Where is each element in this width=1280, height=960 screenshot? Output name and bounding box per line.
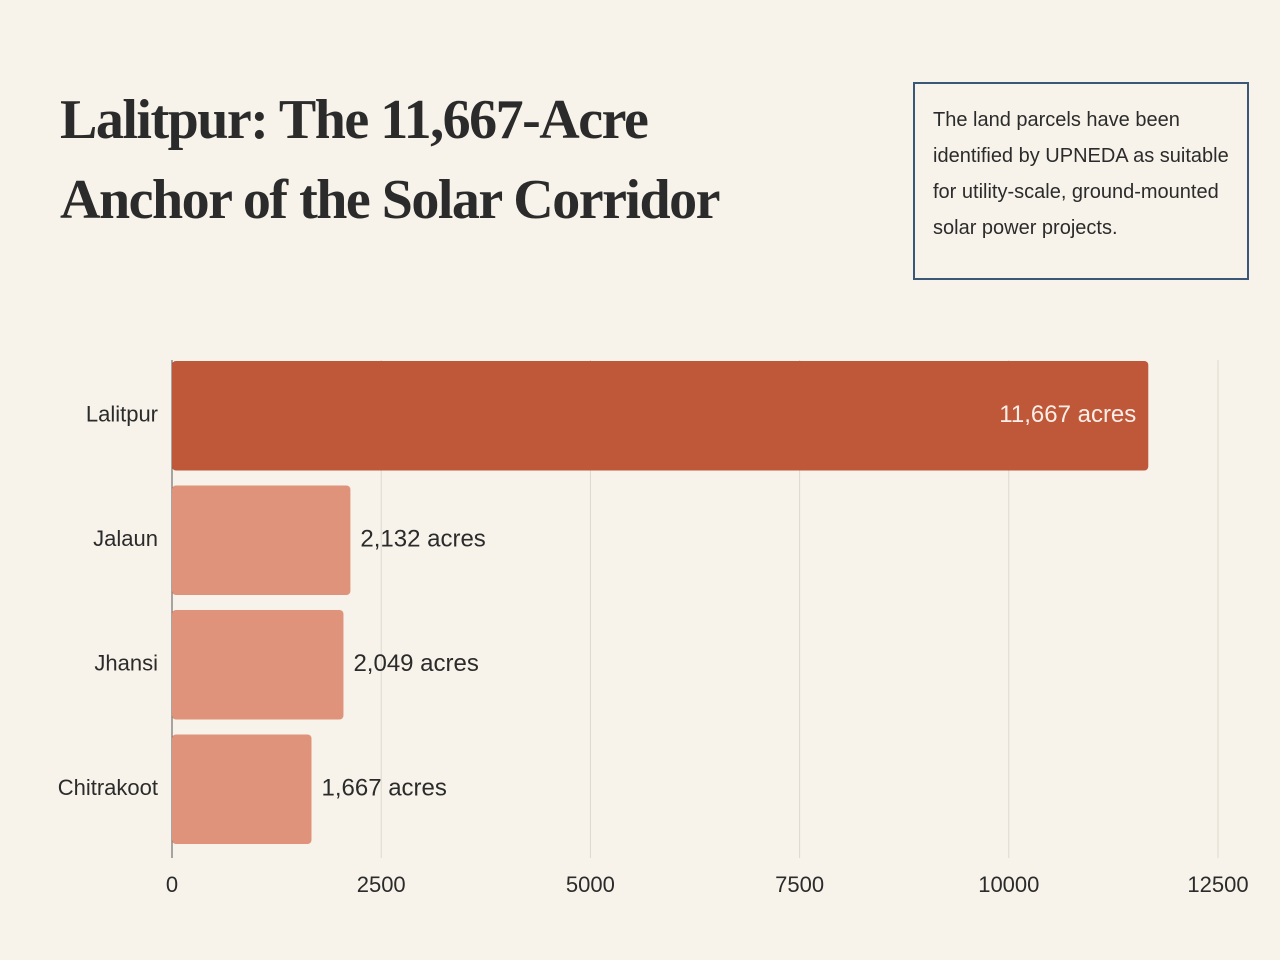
bar (172, 485, 351, 595)
x-tick-label: 0 (166, 872, 178, 897)
x-tick-label: 10000 (978, 872, 1039, 897)
x-tick-label: 12500 (1187, 872, 1248, 897)
value-label: 11,667 acres (999, 401, 1136, 428)
y-tick-label: Chitrakoot (58, 775, 158, 800)
y-tick-label: Jalaun (93, 526, 158, 551)
chart-title: Lalitpur: The 11,667-Acre Anchor of the … (60, 89, 720, 231)
x-tick-label: 2500 (357, 872, 406, 897)
bar (172, 610, 344, 720)
annotation: The land parcels have been identified by… (913, 82, 1249, 280)
bar (172, 734, 312, 844)
x-tick-label: 5000 (566, 872, 615, 897)
y-tick-label: Jhansi (94, 651, 158, 676)
x-tick-label: 7500 (775, 872, 824, 897)
value-label: 2,132 acres (360, 526, 485, 553)
bar (172, 361, 1149, 471)
y-tick-label: Lalitpur (86, 402, 158, 427)
value-label: 1,667 acres (321, 775, 446, 802)
value-label: 2,049 acres (353, 650, 478, 677)
